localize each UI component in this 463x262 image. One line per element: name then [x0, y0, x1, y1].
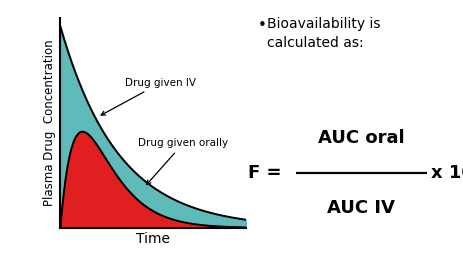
Text: Bioavailability is
calculated as:: Bioavailability is calculated as:: [266, 17, 380, 50]
Text: Drug given IV: Drug given IV: [101, 78, 196, 115]
Text: AUC oral: AUC oral: [317, 129, 404, 147]
Y-axis label: Plasma Drug  Concentration: Plasma Drug Concentration: [43, 40, 56, 206]
Text: Drug given orally: Drug given orally: [138, 138, 228, 184]
Text: x 100: x 100: [430, 164, 463, 182]
Text: AUC IV: AUC IV: [326, 199, 394, 217]
X-axis label: Time: Time: [136, 232, 170, 246]
Text: •: •: [257, 18, 266, 33]
Text: F =: F =: [247, 164, 281, 182]
